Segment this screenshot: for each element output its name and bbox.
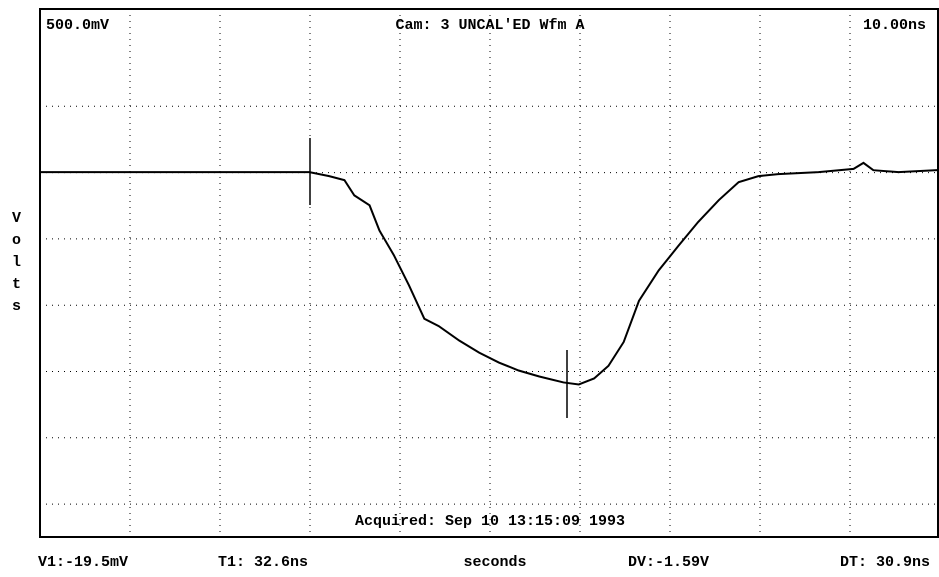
plot-frame xyxy=(39,8,939,538)
time-per-div: 10.00ns xyxy=(863,17,926,34)
readout-dt: DT: 30.9ns xyxy=(840,554,930,571)
acquired-stamp: Acquired: Sep 10 13:15:09 1993 xyxy=(355,513,625,530)
volts-per-div: 500.0mV xyxy=(46,17,109,34)
channel-info: Cam: 3 UNCAL'ED Wfm A xyxy=(395,17,584,34)
x-axis-label: seconds xyxy=(463,554,526,571)
readout-v1: V1:-19.5mV xyxy=(38,554,128,571)
readout-dv: DV:-1.59V xyxy=(628,554,709,571)
waveform xyxy=(40,161,938,386)
readout-t1: T1: 32.6ns xyxy=(218,554,308,571)
grid xyxy=(40,9,938,537)
